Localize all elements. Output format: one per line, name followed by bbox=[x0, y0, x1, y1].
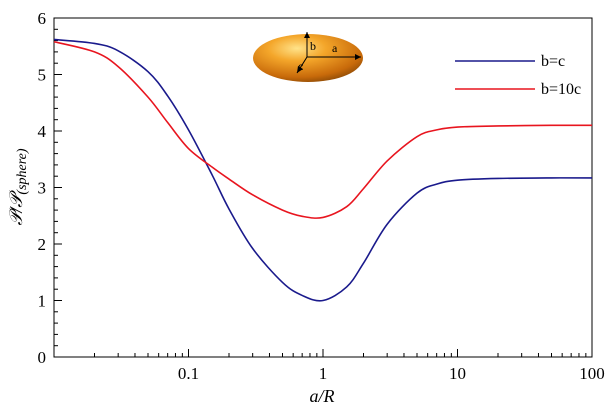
y-axis-title: 𝒫/𝒫(sphere) bbox=[6, 148, 30, 225]
y-axis: 0 1 2 3 4 5 6 bbox=[38, 9, 62, 367]
y-tick-label-2: 2 bbox=[38, 235, 47, 254]
y-tick-label-5: 5 bbox=[38, 66, 47, 85]
inset-label-a: a bbox=[332, 41, 338, 55]
ellipsoid-inset: a b c bbox=[253, 32, 363, 82]
x-tick-label-0-1: 0.1 bbox=[178, 364, 199, 383]
series-line-b-10c bbox=[53, 40, 593, 219]
y-axis-title-main: 𝒫/𝒫 bbox=[6, 190, 26, 226]
series-line-b-c bbox=[53, 38, 593, 302]
inset-label-b: b bbox=[310, 39, 316, 53]
x-axis: 0.1 1 10 100 bbox=[93, 349, 605, 383]
legend: b=c b=10c bbox=[455, 53, 581, 98]
y-axis-title-sub: (sphere) bbox=[15, 148, 30, 194]
x-tick-label-1: 1 bbox=[319, 364, 328, 383]
y-tick-label-0: 0 bbox=[38, 348, 47, 367]
axis-c-arrowhead bbox=[297, 66, 303, 73]
axis-a-arrowhead bbox=[355, 54, 361, 60]
x-axis-title: a/R bbox=[310, 386, 335, 406]
series-layer bbox=[53, 38, 593, 302]
legend-label-b-eq-c: b=c bbox=[541, 53, 565, 70]
x-tick-label-100: 100 bbox=[579, 364, 605, 383]
ellipsoid-body bbox=[253, 34, 363, 82]
legend-label-b-eq-10c: b=10c bbox=[541, 81, 581, 98]
y-tick-label-6: 6 bbox=[38, 9, 47, 28]
axis-b-arrowhead bbox=[304, 32, 310, 38]
inset-label-c: c bbox=[298, 59, 303, 73]
y-tick-label-4: 4 bbox=[38, 122, 47, 141]
y-tick-label-3: 3 bbox=[38, 179, 47, 198]
x-tick-label-10: 10 bbox=[449, 364, 466, 383]
y-tick-label-1: 1 bbox=[38, 292, 47, 311]
